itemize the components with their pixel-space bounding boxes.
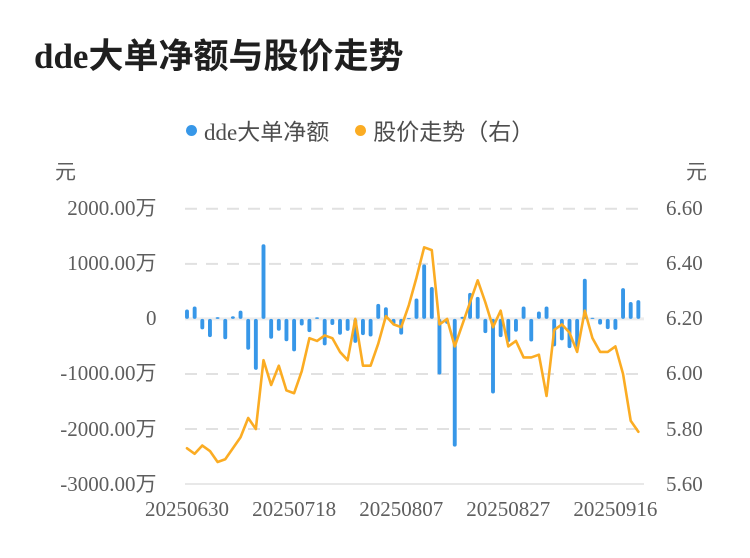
x-axis-tick: 20250916 — [573, 496, 658, 521]
bar-20250729[interactable] — [345, 318, 350, 331]
bar-20250725[interactable] — [330, 318, 335, 325]
bar-20250801[interactable] — [368, 318, 373, 337]
chart-title: dde大单净额与股价走势 — [34, 37, 404, 76]
bar-20250724[interactable] — [322, 318, 327, 346]
bar-20250707[interactable] — [223, 318, 228, 340]
legend: dde大单净额 股价走势（右） — [186, 113, 534, 147]
bar-20250721[interactable] — [299, 318, 304, 326]
left-axis-tick: -2000.00万 — [60, 416, 157, 441]
bar-20250704[interactable] — [215, 317, 220, 319]
right-axis-tick: 5.80 — [666, 416, 703, 441]
bar-20250723[interactable] — [315, 317, 319, 319]
bar-20250912[interactable] — [598, 318, 603, 325]
x-axis-tick: 20250807 — [359, 496, 444, 521]
bar-20250911[interactable] — [590, 317, 595, 319]
bar-20250910[interactable] — [582, 278, 587, 319]
left-axis-tick: 2000.00万 — [67, 196, 157, 221]
right-axis-unit: 元 — [686, 160, 707, 184]
legend-dot-line-icon — [355, 124, 367, 136]
bar-20250804[interactable] — [376, 303, 381, 319]
bar-20250715[interactable] — [269, 318, 274, 339]
bar-20250814[interactable] — [437, 318, 442, 375]
bar-20250829[interactable] — [521, 306, 526, 319]
right-axis-tick: 5.60 — [666, 471, 703, 496]
left-axis-tick: 1000.00万 — [67, 251, 157, 276]
bar-20250701[interactable] — [192, 306, 197, 319]
bar-20250717[interactable] — [284, 318, 289, 342]
bar-20250917[interactable] — [621, 288, 625, 319]
bar-20250710[interactable] — [246, 318, 251, 350]
bar-20250709[interactable] — [238, 310, 243, 319]
bar-20250703[interactable] — [208, 318, 212, 338]
bar-20250822[interactable] — [483, 318, 488, 334]
bar-20250903[interactable] — [544, 306, 549, 319]
bar-20250708[interactable] — [230, 316, 235, 319]
bar-20250901[interactable] — [529, 318, 534, 342]
bar-20250722[interactable] — [307, 318, 312, 333]
x-axis-tick: 20250718 — [252, 496, 337, 521]
bar-20250702[interactable] — [200, 318, 205, 330]
bar-20250731[interactable] — [361, 318, 365, 336]
right-axis-tick: 6.40 — [666, 251, 703, 276]
left-axis-tick: -3000.00万 — [60, 471, 157, 496]
left-axis-tick: 0 — [146, 306, 157, 331]
price-line[interactable] — [185, 246, 640, 464]
bar-20250711[interactable] — [253, 318, 258, 370]
bar-20250716[interactable] — [276, 318, 281, 331]
bar-20250902[interactable] — [536, 311, 541, 319]
bar-20250811[interactable] — [414, 298, 419, 319]
bar-20250728[interactable] — [338, 318, 342, 335]
right-axis-tick: 6.20 — [666, 306, 703, 331]
left-axis-tick: -1000.00万 — [60, 361, 157, 386]
bar-20250718[interactable] — [292, 318, 297, 352]
bar-20250905[interactable] — [559, 318, 564, 341]
legend-label-bar: dde大单净额 — [204, 120, 330, 145]
legend-label-line: 股价走势（右） — [373, 120, 535, 145]
bar-20250818[interactable] — [452, 318, 457, 447]
x-axis-tick: 20250630 — [145, 496, 229, 521]
bar-series — [185, 244, 641, 447]
bar-20250919[interactable] — [636, 300, 641, 319]
right-axis-tick: 6.60 — [666, 196, 703, 221]
bar-20250630[interactable] — [185, 309, 189, 319]
bar-20250813[interactable] — [429, 286, 434, 319]
legend-dot-bar-icon — [186, 124, 197, 136]
bar-20250825[interactable] — [491, 318, 495, 394]
bar-20250916[interactable] — [613, 318, 618, 330]
legend-item-bar-series[interactable]: dde大单净额 — [186, 113, 329, 147]
bar-20250714[interactable] — [261, 244, 266, 319]
x-axis-tick: 20250827 — [466, 496, 551, 521]
bar-20250918[interactable] — [628, 302, 633, 319]
gridlines — [185, 207, 644, 486]
bar-20250826[interactable] — [498, 318, 503, 338]
bar-20250821[interactable] — [475, 296, 480, 319]
legend-item-line-series[interactable]: 股价走势（右） — [355, 113, 534, 147]
bar-20250915[interactable] — [605, 318, 610, 330]
right-axis-tick: 6.00 — [666, 361, 703, 386]
left-axis-unit: 元 — [55, 160, 76, 184]
bar-20250828[interactable] — [514, 318, 518, 332]
bar-20250808[interactable] — [406, 318, 411, 320]
line-series — [185, 246, 640, 464]
bar-20250812[interactable] — [422, 264, 427, 319]
